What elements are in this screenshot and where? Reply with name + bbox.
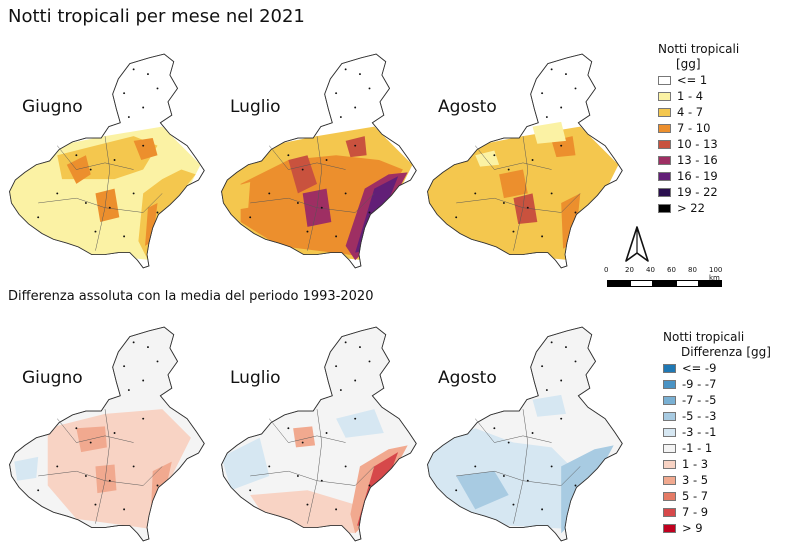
legend-label: 4 - 7 [677,105,704,119]
legend-item: -1 - 1 [663,440,771,456]
map-bottom-agosto [427,326,623,542]
legend-swatch [663,475,676,485]
legend-item: 1 - 3 [663,456,771,472]
legend-item: 7 - 10 [658,120,739,136]
map-top-agosto [427,53,623,269]
legend-label: 19 - 22 [677,185,718,199]
legend-swatch [663,379,676,389]
legend-label: 5 - 7 [682,489,709,503]
scale-tick-label: 60 [667,266,676,274]
label-luglio-bottom: Luglio [230,368,281,388]
legend-top-title: Notti tropicali [658,42,740,56]
scale-tick-label: 20 [625,266,634,274]
legend-item: 16 - 19 [658,168,739,184]
legend-swatch [663,363,676,373]
legend-swatch [658,171,671,181]
legend-item: -9 - -7 [663,376,771,392]
legend-item: 10 - 13 [658,136,739,152]
legend-label: 1 - 3 [682,457,709,471]
legend-swatch [658,107,671,117]
map-bottom-giugno [9,326,205,542]
legend-top: Notti tropicali [gg] <= 1 1 - 4 4 - 7 7 - 1… [658,42,739,216]
north-arrow-icon [625,226,649,262]
map-top-giugno [9,53,205,269]
label-luglio-top: Luglio [230,97,281,117]
legend-item: 1 - 4 [658,88,739,104]
legend-swatch [658,123,671,133]
legend-item: 13 - 16 [658,152,739,168]
label-agosto-top: Agosto [438,97,497,117]
legend-item: > 22 [658,200,739,216]
legend-item: <= 1 [658,72,739,88]
map-top-luglio [221,53,417,269]
legend-top-items: <= 1 1 - 4 4 - 7 7 - 10 10 - 13 13 - 16 16 - 1… [658,72,739,216]
scale-bar-segments [607,280,724,287]
legend-bottom-title: Notti tropicali [663,330,745,344]
legend-item: -7 - -5 [663,392,771,408]
legend-item: 19 - 22 [658,184,739,200]
legend-bottom: Notti tropicali Differenza [gg] <= -9 -9 … [663,330,771,536]
legend-swatch [663,507,676,517]
map-title: Notti tropicali per mese nel 2021 [8,6,305,27]
legend-swatch [658,91,671,101]
legend-swatch [658,75,671,85]
legend-item: 5 - 7 [663,488,771,504]
legend-label: -1 - 1 [682,441,713,455]
legend-swatch [658,139,671,149]
legend-item: -3 - -1 [663,424,771,440]
legend-swatch [663,411,676,421]
label-giugno-top: Giugno [22,97,83,117]
legend-label: 10 - 13 [677,137,718,151]
legend-item: 7 - 9 [663,504,771,520]
legend-swatch [663,427,676,437]
legend-swatch [663,491,676,501]
legend-swatch [663,523,676,533]
legend-top-unit: [gg] [676,57,701,71]
legend-swatch [663,443,676,453]
scale-tick-label: 100 km [709,266,723,282]
legend-label: <= -9 [682,361,717,375]
legend-item: > 9 [663,520,771,536]
legend-swatch [658,155,671,165]
legend-label: 1 - 4 [677,89,704,103]
scale-tick-label: 40 [646,266,655,274]
legend-label: -7 - -5 [682,393,717,407]
legend-label: 7 - 10 [677,121,711,135]
legend-label: 13 - 16 [677,153,718,167]
legend-label: <= 1 [677,73,708,87]
legend-item: 4 - 7 [658,104,739,120]
scale-bar-ticks: 0 20 40 60 80 100 km [604,266,724,282]
legend-label: -5 - -3 [682,409,717,423]
legend-item: <= -9 [663,360,771,376]
scale-tick-label: 0 [604,266,609,274]
legend-label: -3 - -1 [682,425,717,439]
legend-label: > 22 [677,201,705,215]
legend-item: 3 - 5 [663,472,771,488]
legend-swatch [658,187,671,197]
legend-swatch [663,459,676,469]
legend-item: -5 - -3 [663,408,771,424]
map-subtitle: Differenza assoluta con la media del per… [8,289,374,304]
legend-label: 7 - 9 [682,505,709,519]
legend-bottom-unit: Differenza [gg] [681,345,771,359]
legend-swatch [658,203,671,213]
legend-bottom-items: <= -9 -9 - -7 -7 - -5 -5 - -3 -3 - -1 -1 - 1 1… [663,360,771,536]
legend-swatch [663,395,676,405]
legend-label: -9 - -7 [682,377,717,391]
label-giugno-bottom: Giugno [22,368,83,388]
label-agosto-bottom: Agosto [438,368,497,388]
scale-bar: 0 20 40 60 80 100 km [604,266,724,292]
map-bottom-luglio [221,326,417,542]
legend-label: > 9 [682,521,703,535]
legend-label: 16 - 19 [677,169,718,183]
legend-label: 3 - 5 [682,473,709,487]
scale-tick-label: 80 [688,266,697,274]
